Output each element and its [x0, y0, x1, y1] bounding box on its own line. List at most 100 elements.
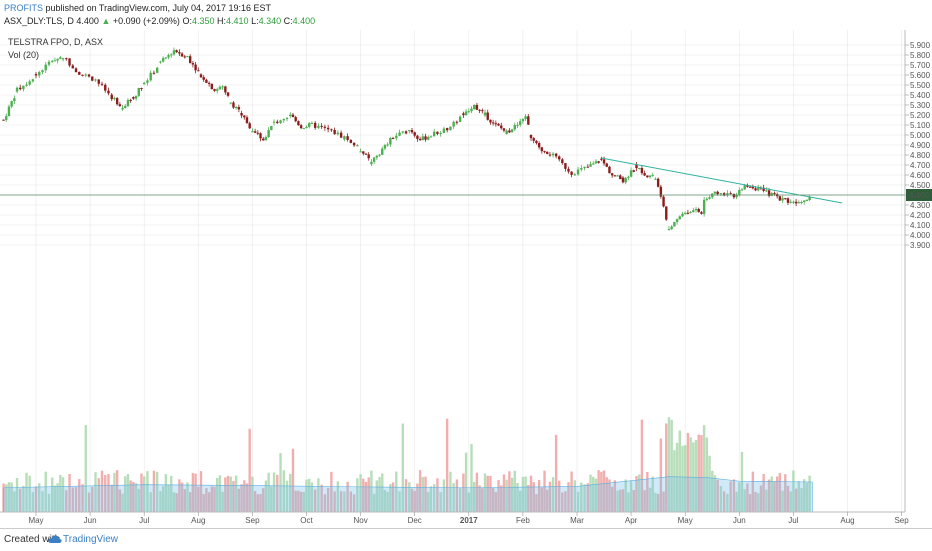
candle-body	[505, 130, 508, 135]
candle-body	[362, 151, 365, 154]
volume-bar	[243, 480, 246, 512]
volume-bar	[299, 491, 303, 512]
volume-bar	[310, 482, 314, 512]
candle-body	[107, 90, 110, 94]
candle	[336, 130, 340, 136]
candle-body	[738, 190, 741, 195]
candle	[276, 119, 279, 124]
time-axis[interactable]: May Jun Jul Aug Sep Oct Nov Dec 2017 Feb Mar Apr May…	[28, 512, 932, 525]
candle-body	[500, 125, 503, 129]
volume-bar	[61, 477, 65, 512]
volume-bar	[765, 489, 768, 512]
candle	[78, 71, 81, 75]
candle-body	[68, 58, 71, 66]
tradingview-cloud-icon	[48, 535, 62, 543]
candle-body	[308, 123, 311, 127]
candle-body	[28, 81, 31, 85]
candle-body	[424, 136, 427, 140]
candle	[197, 67, 200, 72]
volume-bar	[10, 482, 13, 512]
candle	[410, 128, 414, 134]
candle	[297, 120, 300, 126]
candle-body	[383, 145, 387, 149]
volume-bar	[551, 477, 555, 512]
volume-bar	[521, 476, 525, 512]
candle-body	[221, 86, 224, 88]
candle	[248, 121, 251, 130]
candle	[175, 49, 178, 53]
candle-body	[381, 148, 384, 155]
candle	[124, 104, 127, 109]
candle-body	[302, 128, 305, 130]
candle-body	[146, 80, 149, 83]
candle-body	[478, 109, 481, 111]
volume-bar	[367, 477, 370, 512]
volume-bar	[149, 492, 152, 512]
candle-body	[349, 139, 353, 143]
candle	[694, 206, 698, 213]
candle	[646, 175, 649, 178]
volume-bar	[91, 486, 94, 512]
candle	[91, 76, 94, 82]
volume-bar	[784, 474, 787, 512]
candle-body	[259, 133, 262, 139]
volume-bar	[164, 474, 168, 512]
volume-bar	[100, 470, 104, 512]
candle-body	[333, 129, 336, 135]
volume-bar	[535, 494, 538, 512]
volume-bar	[613, 480, 617, 512]
candle	[567, 166, 570, 174]
candle-body	[462, 113, 465, 116]
volume-bar	[308, 478, 311, 512]
volume-bar	[597, 470, 600, 512]
y-tick-label: 5.300	[910, 101, 931, 110]
candle	[155, 66, 159, 74]
volume-bar	[56, 483, 59, 512]
candle	[146, 78, 149, 86]
candle-body	[110, 94, 113, 100]
candle	[256, 130, 260, 136]
candle	[44, 62, 47, 74]
candle-body	[313, 122, 317, 128]
candle-body	[129, 99, 132, 101]
author-link[interactable]: PROFITS	[4, 3, 44, 13]
volume-bar	[421, 476, 425, 512]
candle-body	[805, 200, 809, 202]
volume-bar	[803, 479, 806, 512]
candle-body	[323, 126, 327, 128]
volume-bar	[458, 488, 462, 512]
volume-bar	[404, 479, 408, 512]
volume-bar	[302, 492, 305, 512]
candle	[264, 135, 268, 141]
candle	[308, 122, 311, 129]
trendline[interactable]	[601, 157, 843, 204]
candle-body	[602, 159, 606, 164]
volume-bar	[81, 484, 84, 512]
candle-body	[232, 102, 235, 108]
plot-area[interactable]	[0, 30, 905, 512]
candle-body	[7, 106, 11, 117]
candle-body	[74, 68, 78, 72]
candle-body	[132, 97, 135, 99]
volume-bar	[97, 478, 100, 512]
volume-bar	[104, 475, 107, 512]
candle-body	[632, 170, 636, 172]
tradingview-brand-link[interactable]: TradingView	[63, 534, 119, 545]
volume-bar	[264, 480, 268, 512]
price-axis[interactable]: 5.9005.8005.7005.6005.5005.4005.3005.200…	[905, 41, 931, 250]
candle-body	[240, 112, 243, 116]
candle-body	[667, 229, 671, 231]
candle-body	[540, 147, 544, 152]
candle	[540, 146, 544, 154]
candle-body	[191, 63, 195, 65]
volume-bar	[570, 471, 573, 512]
volume-bar	[41, 491, 44, 512]
candle	[370, 159, 373, 167]
candle-body	[475, 104, 479, 110]
volume-bar	[291, 448, 295, 512]
candle	[418, 136, 422, 141]
candle	[104, 83, 107, 93]
volume-bar	[59, 474, 62, 512]
price-chart[interactable]: TELSTRA FPO, D, ASX Vol (20) 5.9005.8005…	[0, 0, 932, 528]
candle-body	[491, 122, 495, 124]
